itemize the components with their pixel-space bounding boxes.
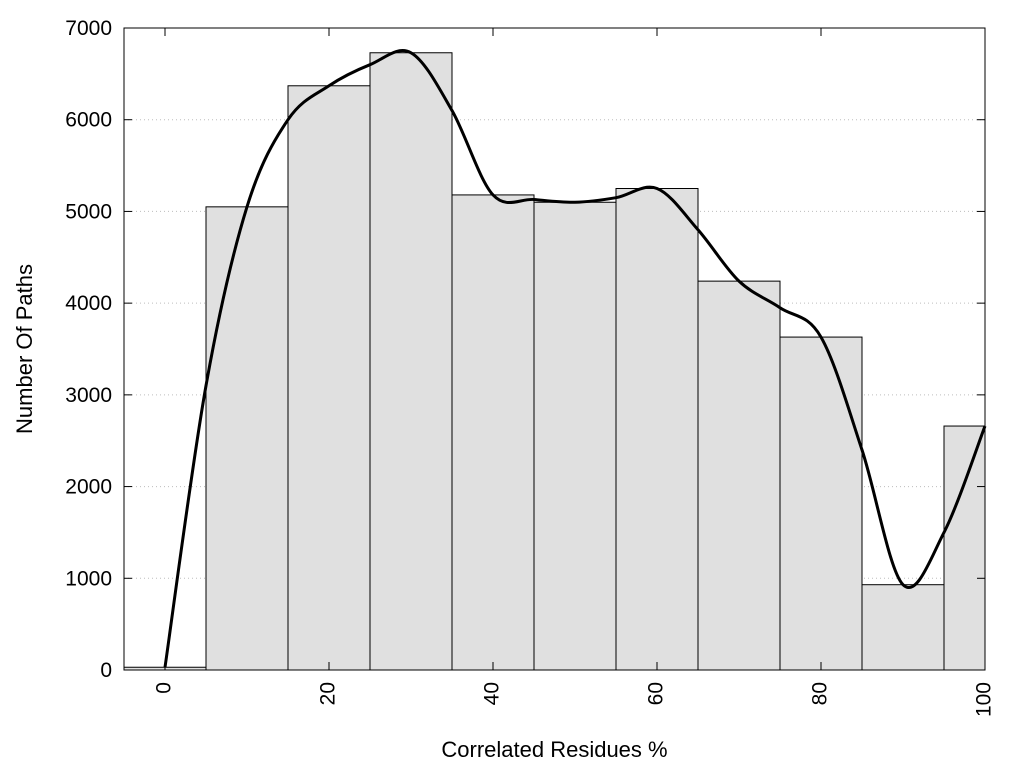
y-tick-label: 6000 — [65, 109, 112, 132]
y-tick-label: 5000 — [65, 200, 112, 223]
y-tick-label: 7000 — [65, 17, 112, 40]
histogram-bar — [451, 194, 535, 671]
histogram-bar — [369, 52, 453, 671]
x-tick-label: 0 — [153, 682, 176, 694]
histogram-bar — [779, 336, 863, 671]
histogram-bar — [697, 280, 781, 671]
y-tick-label: 4000 — [65, 292, 112, 315]
x-tick-label: 20 — [317, 682, 340, 705]
histogram-bar — [205, 206, 289, 671]
histogram-bar — [943, 425, 986, 671]
density-curve-layer — [163, 49, 987, 668]
x-axis-label: Correlated Residues % — [441, 737, 667, 762]
density-curve — [163, 49, 987, 668]
y-tick-label: 3000 — [65, 384, 112, 407]
x-tick-label: 60 — [645, 682, 668, 705]
x-tick-label: 100 — [973, 682, 996, 717]
y-tick-label: 0 — [100, 659, 112, 682]
x-tick-label: 80 — [809, 682, 832, 705]
histogram-bar — [533, 201, 617, 671]
y-axis-label: Number Of Paths — [12, 264, 37, 434]
y-tick-label: 2000 — [65, 476, 112, 499]
x-tick-label: 40 — [481, 682, 504, 705]
histogram-bar — [615, 188, 699, 671]
x-axis: 0 20 40 60 80 100 — [153, 28, 996, 717]
y-axis: 0 1000 2000 3000 4000 5000 6000 7000 — [65, 17, 985, 682]
histogram-bar — [861, 584, 945, 671]
plot-frame — [123, 27, 986, 671]
y-tick-label: 1000 — [65, 567, 112, 590]
histogram-bar — [287, 85, 371, 671]
histogram-bars — [123, 52, 986, 671]
